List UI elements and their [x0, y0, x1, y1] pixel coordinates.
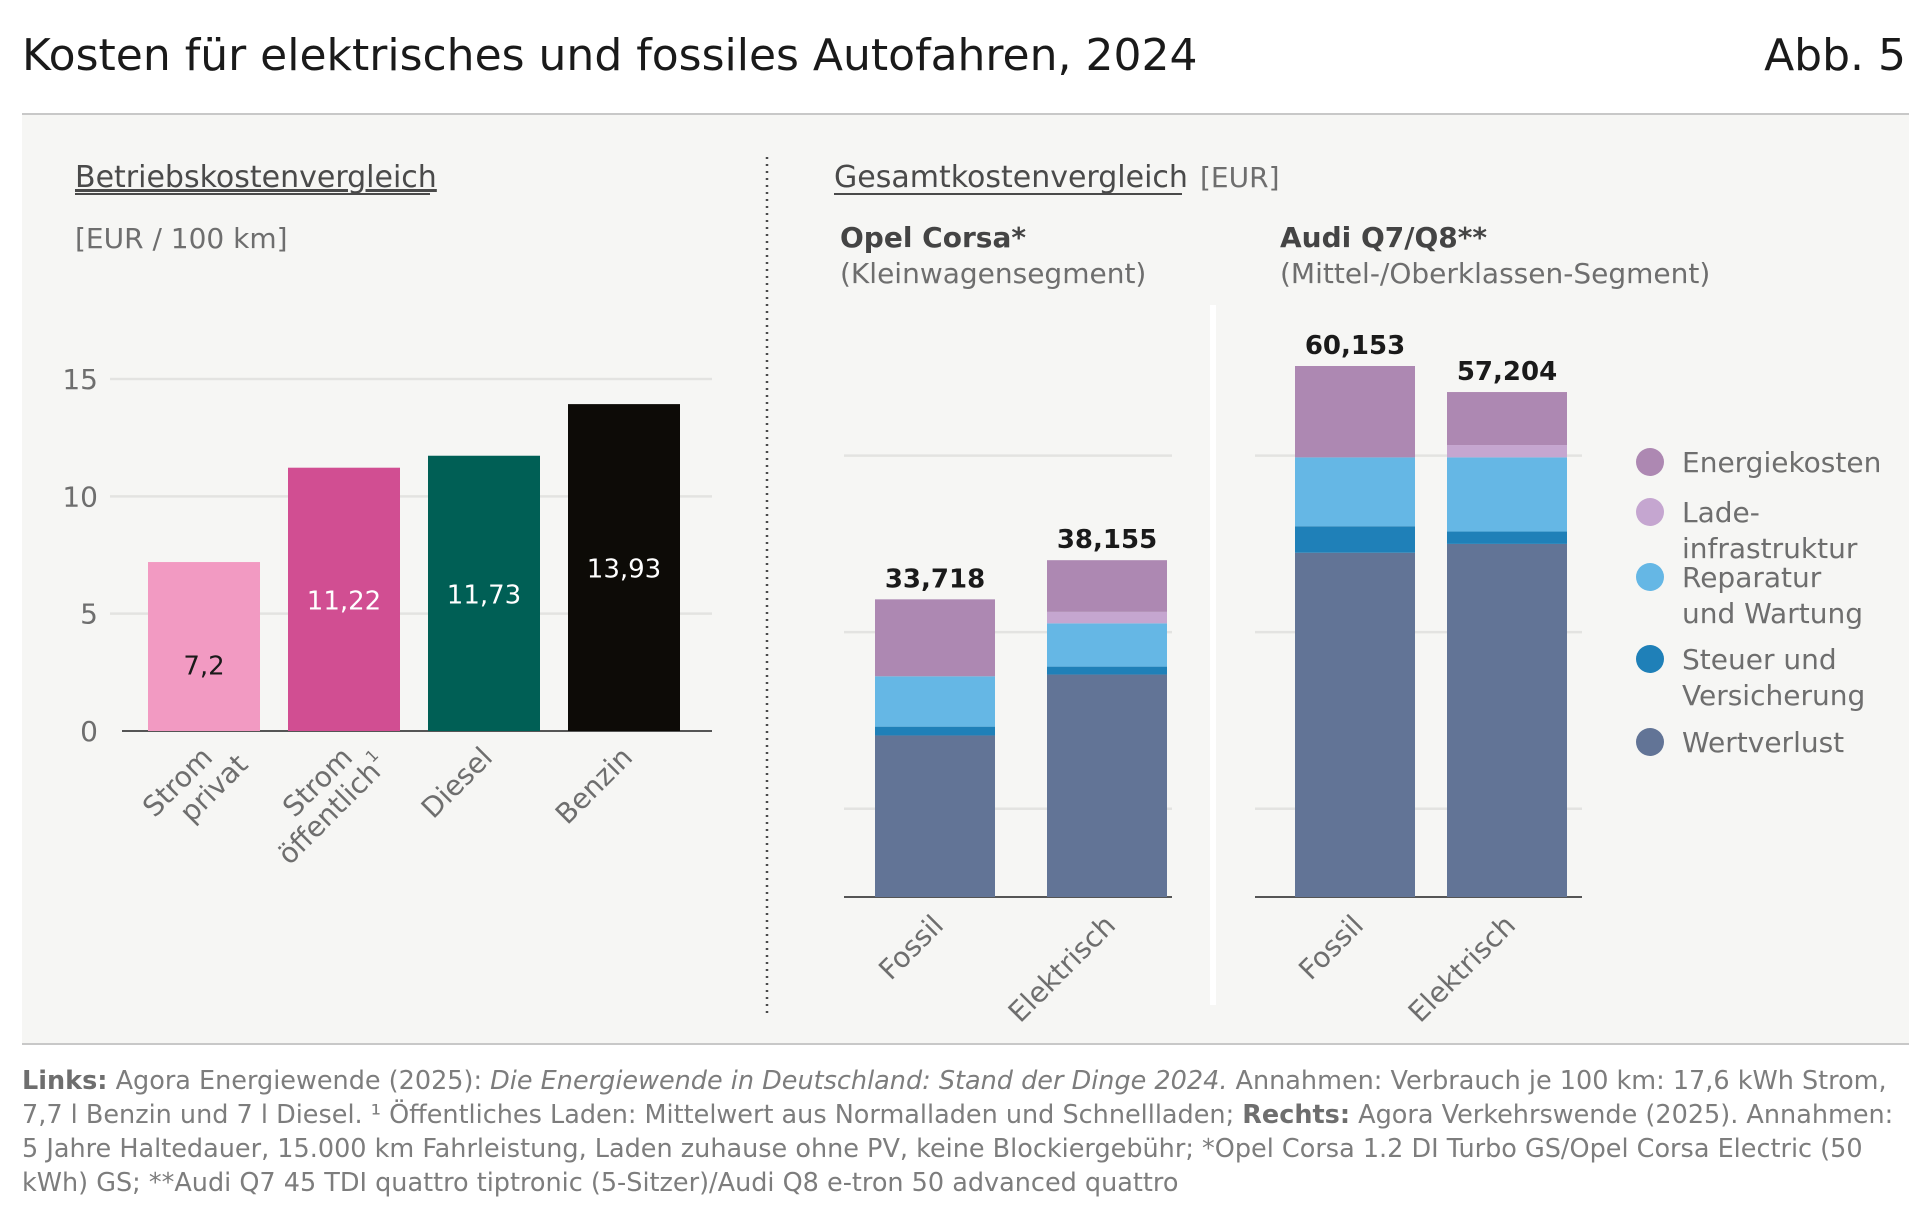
y-tick-label: 15 [62, 363, 98, 396]
stack-segment-energiekosten [1447, 392, 1567, 446]
source-rechts-text: Agora Verkehrswende (2025). Annahmen: 5 … [22, 1100, 1894, 1198]
stack-segment-wertverlust [1447, 543, 1567, 897]
x-tick-label: Elektrisch [1002, 909, 1122, 1029]
bar-value-label: 11,22 [307, 586, 381, 616]
stack-segment-wertverlust [1295, 552, 1415, 897]
legend-marker [1636, 563, 1664, 591]
y-tick-label: 10 [62, 480, 98, 513]
bar-value-label: 11,73 [447, 580, 521, 610]
total-cost-unit: [EUR] [1200, 161, 1280, 194]
operating-cost-title: Betriebskostenvergleich [75, 160, 437, 195]
bar-0 [148, 562, 260, 731]
stack-segment-wertverlust [1047, 674, 1167, 897]
legend: Energiekosten Lade-infrastrukturReparatur… [1636, 446, 1881, 759]
source-note: Links: Agora Energiewende (2025): Die En… [22, 1064, 1912, 1200]
x-tick-label: Diesel [415, 741, 499, 825]
x-tick-label: Stromöffentlich1 [250, 726, 394, 870]
group-separator [1210, 305, 1216, 1005]
bar-2 [428, 455, 540, 731]
stack-segment-reparatur-und-wartung [1447, 457, 1567, 532]
stack-segment-steuer-und-versicherung [1447, 531, 1567, 544]
stack-segment-ladeinfrastruktur [1447, 445, 1567, 458]
legend-marker [1636, 728, 1664, 756]
legend-marker [1636, 498, 1664, 526]
bar-3 [568, 404, 680, 731]
chart-canvas: Betriebskostenvergleich [EUR / 100 km] G… [62, 157, 1881, 1029]
group-title-audi: Audi Q7/Q8** [1280, 221, 1487, 254]
stack-segment-energiekosten [1047, 560, 1167, 612]
x-tick-label: Benzin [549, 741, 639, 831]
stack-segment-reparatur-und-wartung [1047, 623, 1167, 667]
source-links-italic: Die Energiewende in Deutschland: Stand d… [490, 1066, 1228, 1096]
y-tick-label: 0 [80, 715, 98, 748]
total-label: 60,153 [1305, 331, 1405, 361]
x-tick-label: Fossil [872, 909, 950, 987]
source-links-label: Links: [22, 1066, 108, 1096]
operating-cost-unit: [EUR / 100 km] [75, 222, 288, 255]
stack-segment-energiekosten [875, 599, 995, 677]
stack-segment-reparatur-und-wartung [875, 676, 995, 727]
source-rechts-label: Rechts: [1242, 1100, 1351, 1130]
source-links-rest: Annahmen: Verbrauch je 100 km: 17,6 kWh … [22, 1066, 1887, 1130]
bar-1 [288, 467, 400, 731]
total-label: 38,155 [1057, 525, 1157, 555]
legend-marker [1636, 645, 1664, 673]
total-cost-title: Gesamtkostenvergleich [834, 160, 1188, 195]
stack-segment-wertverlust [875, 735, 995, 897]
x-tick-label: Fossil [1292, 909, 1370, 987]
legend-label: Lade-infrastruktur [1682, 496, 1858, 565]
stack-segment-reparatur-und-wartung [1295, 457, 1415, 527]
group-segment-audi: (Mittel-/Oberklassen-Segment) [1280, 257, 1710, 290]
group-segment-opel: (Kleinwagensegment) [840, 257, 1146, 290]
stack-segment-energiekosten [1295, 366, 1415, 458]
total-label: 33,718 [885, 564, 985, 594]
legend-label: Reparatur und Wartung [1682, 561, 1863, 630]
stack-segment-ladeinfrastruktur [1047, 611, 1167, 624]
stack-segment-steuer-und-versicherung [1047, 666, 1167, 675]
operating-cost-chart: 0 5 10 15 7,2 Stromprivat 11,22 Stromöffentlich… [62, 363, 712, 871]
stack-segment-steuer-und-versicherung [875, 726, 995, 736]
chart-panel: Betriebskostenvergleich [EUR / 100 km] G… [22, 113, 1909, 1045]
stack-segment-steuer-und-versicherung [1295, 526, 1415, 553]
total-label: 57,204 [1457, 357, 1557, 387]
chart-title: Kosten für elektrisches und fossiles Aut… [22, 30, 1198, 81]
x-tick-label: Elektrisch [1402, 909, 1522, 1029]
figure-label: Abb. 5 [1764, 30, 1906, 81]
legend-label: Energiekosten [1682, 446, 1881, 479]
bar-value-label: 13,93 [587, 555, 661, 585]
bar-value-label: 7,2 [183, 652, 224, 682]
y-tick-label: 5 [80, 598, 98, 631]
legend-label: Steuer und Versicherung [1682, 643, 1865, 712]
group-title-opel: Opel Corsa* [840, 221, 1026, 254]
x-tick-label: Stromprivat [136, 726, 254, 844]
legend-label: Wertverlust [1682, 726, 1844, 759]
source-links-text: Agora Energiewende (2025): [107, 1066, 491, 1096]
legend-marker [1636, 448, 1664, 476]
